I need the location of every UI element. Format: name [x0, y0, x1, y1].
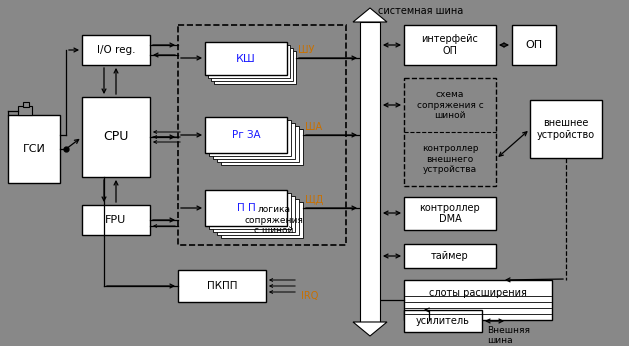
Bar: [82, 35, 150, 65]
Text: CPU: CPU: [103, 130, 129, 144]
Text: П П: П П: [237, 203, 255, 213]
Polygon shape: [353, 8, 387, 22]
Bar: [221, 129, 303, 165]
Text: таймер: таймер: [431, 251, 469, 261]
Bar: [213, 123, 295, 159]
Bar: [209, 193, 291, 229]
Bar: [530, 100, 602, 158]
Text: IRQ: IRQ: [301, 291, 318, 301]
Bar: [211, 48, 293, 81]
Text: логика
сопряжения
с шиной: логика сопряжения с шиной: [245, 205, 303, 235]
Bar: [360, 22, 380, 322]
Text: Внешняя
шина: Внешняя шина: [487, 326, 530, 345]
Bar: [205, 42, 287, 75]
Bar: [205, 190, 287, 226]
Text: слоты расширения: слоты расширения: [429, 288, 527, 298]
Bar: [217, 126, 299, 162]
Bar: [404, 310, 482, 332]
Bar: [178, 270, 266, 302]
Text: ША: ША: [305, 122, 322, 132]
Text: схема
сопряжения с
шиной: схема сопряжения с шиной: [416, 90, 483, 120]
Text: контроллер
DMA: контроллер DMA: [420, 203, 481, 224]
Bar: [209, 120, 291, 156]
Text: ГСИ: ГСИ: [23, 144, 45, 154]
Bar: [178, 25, 346, 245]
Text: КШ: КШ: [236, 54, 256, 64]
Text: ПКПП: ПКПП: [207, 281, 237, 291]
Bar: [221, 202, 303, 238]
Bar: [205, 117, 287, 153]
Text: Рг ЗА: Рг ЗА: [231, 130, 260, 140]
Bar: [217, 199, 299, 235]
Bar: [404, 244, 496, 268]
Polygon shape: [353, 322, 387, 336]
Bar: [8, 115, 60, 183]
Bar: [23, 102, 29, 107]
Text: усилитель: усилитель: [416, 316, 470, 326]
Text: контроллер
внешнего
устройства: контроллер внешнего устройства: [422, 144, 478, 174]
Bar: [404, 280, 552, 320]
Bar: [512, 25, 556, 65]
Text: ЩД: ЩД: [305, 195, 323, 205]
Bar: [214, 51, 296, 84]
Bar: [404, 197, 496, 230]
Text: ОП: ОП: [525, 40, 543, 50]
Bar: [213, 196, 295, 232]
Bar: [404, 78, 496, 186]
Text: системная шина: системная шина: [378, 6, 463, 16]
Text: ШУ: ШУ: [298, 45, 314, 55]
Text: I/O reg.: I/O reg.: [97, 45, 135, 55]
Text: интерфейс
ОП: интерфейс ОП: [421, 34, 479, 56]
Bar: [208, 45, 290, 78]
Bar: [404, 25, 496, 65]
Text: FPU: FPU: [106, 215, 126, 225]
Bar: [18, 106, 32, 115]
Bar: [82, 205, 150, 235]
Bar: [82, 97, 150, 177]
Text: внешнее
устройство: внешнее устройство: [537, 118, 595, 140]
